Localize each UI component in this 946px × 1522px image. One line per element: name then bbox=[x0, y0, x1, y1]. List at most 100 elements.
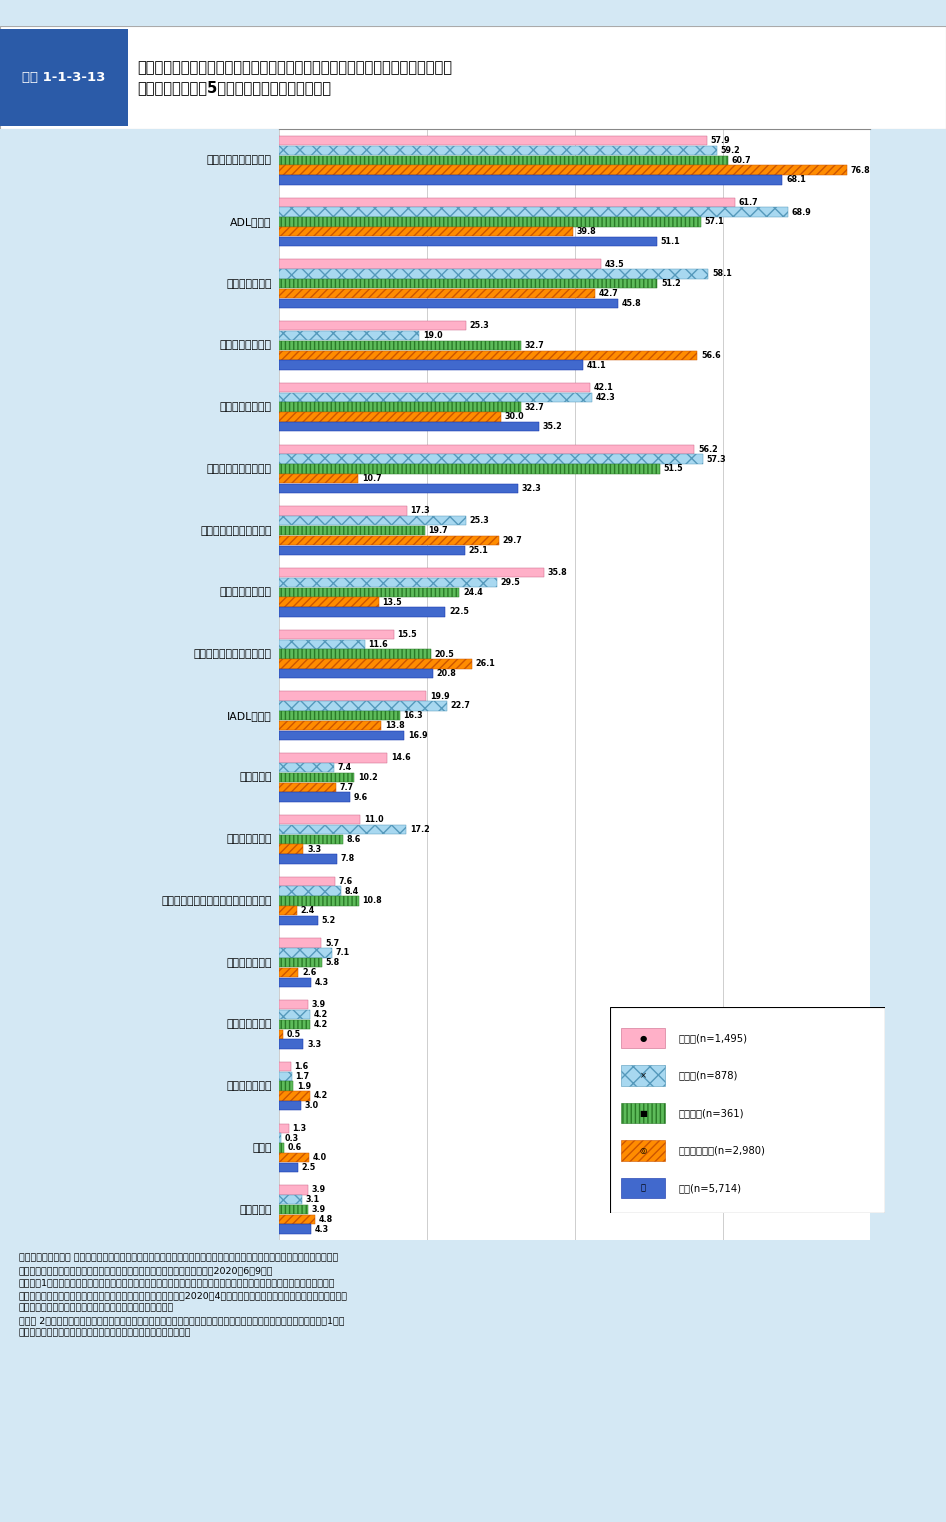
Text: 68.9: 68.9 bbox=[792, 207, 812, 216]
FancyBboxPatch shape bbox=[622, 1140, 665, 1161]
Bar bbox=[279, 1029, 283, 1040]
Text: 17.3: 17.3 bbox=[411, 507, 430, 516]
Text: 8.6: 8.6 bbox=[346, 834, 360, 843]
Bar bbox=[279, 825, 406, 834]
Text: 9.6: 9.6 bbox=[354, 793, 368, 802]
Bar bbox=[279, 968, 298, 977]
Text: 持病の悪化: 持病の悪化 bbox=[239, 773, 272, 782]
Text: 4.2: 4.2 bbox=[314, 1011, 328, 1020]
Text: 60.7: 60.7 bbox=[731, 155, 751, 164]
Text: 14.6: 14.6 bbox=[391, 753, 411, 763]
Text: 栄養状態の悪化: 栄養状態の悪化 bbox=[226, 957, 272, 968]
Bar bbox=[279, 259, 601, 269]
Text: 32.7: 32.7 bbox=[524, 403, 544, 411]
Bar bbox=[279, 166, 847, 175]
Text: 3.1: 3.1 bbox=[306, 1195, 320, 1204]
Bar bbox=[279, 731, 404, 740]
Text: 29.7: 29.7 bbox=[502, 536, 522, 545]
Bar bbox=[279, 1040, 304, 1049]
Bar bbox=[279, 896, 359, 906]
Text: 4.2: 4.2 bbox=[314, 1020, 328, 1029]
FancyBboxPatch shape bbox=[622, 1178, 665, 1198]
Text: 51.1: 51.1 bbox=[660, 237, 680, 247]
Text: 11.0: 11.0 bbox=[364, 816, 384, 823]
Bar bbox=[279, 877, 335, 886]
Text: 68.1: 68.1 bbox=[786, 175, 806, 184]
Text: 2.4: 2.4 bbox=[301, 906, 315, 915]
Text: 20.5: 20.5 bbox=[434, 650, 454, 659]
Bar bbox=[279, 1205, 307, 1215]
Text: 5.2: 5.2 bbox=[322, 916, 336, 925]
Text: 7.6: 7.6 bbox=[339, 877, 353, 886]
Text: 7.1: 7.1 bbox=[335, 948, 349, 957]
Bar bbox=[279, 444, 694, 454]
Text: 2.5: 2.5 bbox=[301, 1163, 316, 1172]
Text: 42.7: 42.7 bbox=[598, 289, 618, 298]
Text: 57.1: 57.1 bbox=[705, 218, 725, 227]
Text: 41.1: 41.1 bbox=[587, 361, 606, 370]
Text: 59.2: 59.2 bbox=[720, 146, 740, 155]
Text: 11.6: 11.6 bbox=[369, 639, 388, 648]
Bar bbox=[279, 763, 334, 772]
Text: 19.0: 19.0 bbox=[423, 332, 443, 339]
Bar bbox=[279, 422, 539, 431]
Bar bbox=[279, 516, 466, 525]
Text: 13.8: 13.8 bbox=[385, 721, 405, 731]
Text: 42.1: 42.1 bbox=[594, 384, 614, 393]
Text: 29.5: 29.5 bbox=[500, 578, 520, 587]
Bar bbox=[279, 845, 304, 854]
Text: 生活満足度の低下: 生活満足度の低下 bbox=[219, 341, 272, 350]
Text: 76.8: 76.8 bbox=[850, 166, 870, 175]
Bar bbox=[279, 1195, 302, 1204]
Text: 3.9: 3.9 bbox=[311, 1205, 325, 1215]
Bar bbox=[279, 691, 426, 700]
Bar bbox=[279, 977, 311, 986]
Text: 7.4: 7.4 bbox=[338, 763, 352, 772]
Text: 13.5: 13.5 bbox=[382, 598, 402, 607]
Text: 全体(n=5,714): 全体(n=5,714) bbox=[679, 1183, 742, 1193]
Text: 35.2: 35.2 bbox=[543, 422, 563, 431]
Bar bbox=[279, 237, 657, 247]
Bar bbox=[279, 782, 336, 791]
Bar bbox=[279, 402, 520, 412]
Text: 0.5: 0.5 bbox=[287, 1030, 301, 1038]
Text: 衛生状態の悪化: 衛生状態の悪化 bbox=[226, 834, 272, 845]
Bar bbox=[279, 793, 350, 802]
Bar bbox=[279, 834, 342, 843]
Bar bbox=[279, 711, 399, 720]
Text: 3.9: 3.9 bbox=[311, 1000, 325, 1009]
FancyBboxPatch shape bbox=[0, 29, 128, 126]
Text: 4.2: 4.2 bbox=[314, 1091, 328, 1100]
Bar bbox=[279, 1100, 301, 1111]
Bar bbox=[279, 155, 727, 164]
Text: その他: その他 bbox=[253, 1143, 272, 1152]
Text: 服薬状況の悪化: 服薬状況の悪化 bbox=[226, 1020, 272, 1029]
Bar bbox=[279, 1134, 281, 1143]
FancyBboxPatch shape bbox=[0, 26, 946, 129]
Bar bbox=[279, 545, 464, 556]
Text: 4.3: 4.3 bbox=[314, 1225, 328, 1234]
Text: ADLの低下: ADLの低下 bbox=[230, 218, 272, 227]
Text: 19.9: 19.9 bbox=[429, 691, 449, 700]
Text: %: % bbox=[861, 114, 870, 123]
Bar bbox=[279, 384, 590, 393]
FancyBboxPatch shape bbox=[622, 1103, 665, 1123]
Bar bbox=[279, 1091, 310, 1100]
Bar bbox=[279, 948, 331, 957]
Bar bbox=[279, 198, 735, 207]
Text: 4.3: 4.3 bbox=[314, 977, 328, 986]
Bar bbox=[279, 455, 703, 464]
Bar bbox=[279, 587, 460, 597]
Text: ◎: ◎ bbox=[639, 1146, 647, 1155]
Text: 5.7: 5.7 bbox=[324, 939, 339, 948]
Bar bbox=[279, 175, 782, 184]
Bar bbox=[279, 854, 337, 863]
Text: 45.8: 45.8 bbox=[622, 298, 641, 307]
Text: ＝: ＝ bbox=[640, 1184, 645, 1193]
Text: 3.0: 3.0 bbox=[305, 1102, 319, 1110]
Text: 施設・居住系(n=2,980): 施設・居住系(n=2,980) bbox=[679, 1146, 765, 1155]
Bar bbox=[279, 536, 499, 545]
Text: 22.7: 22.7 bbox=[450, 702, 470, 711]
Bar bbox=[279, 279, 657, 288]
Text: 認知機能の低下: 認知機能の低下 bbox=[226, 279, 272, 289]
